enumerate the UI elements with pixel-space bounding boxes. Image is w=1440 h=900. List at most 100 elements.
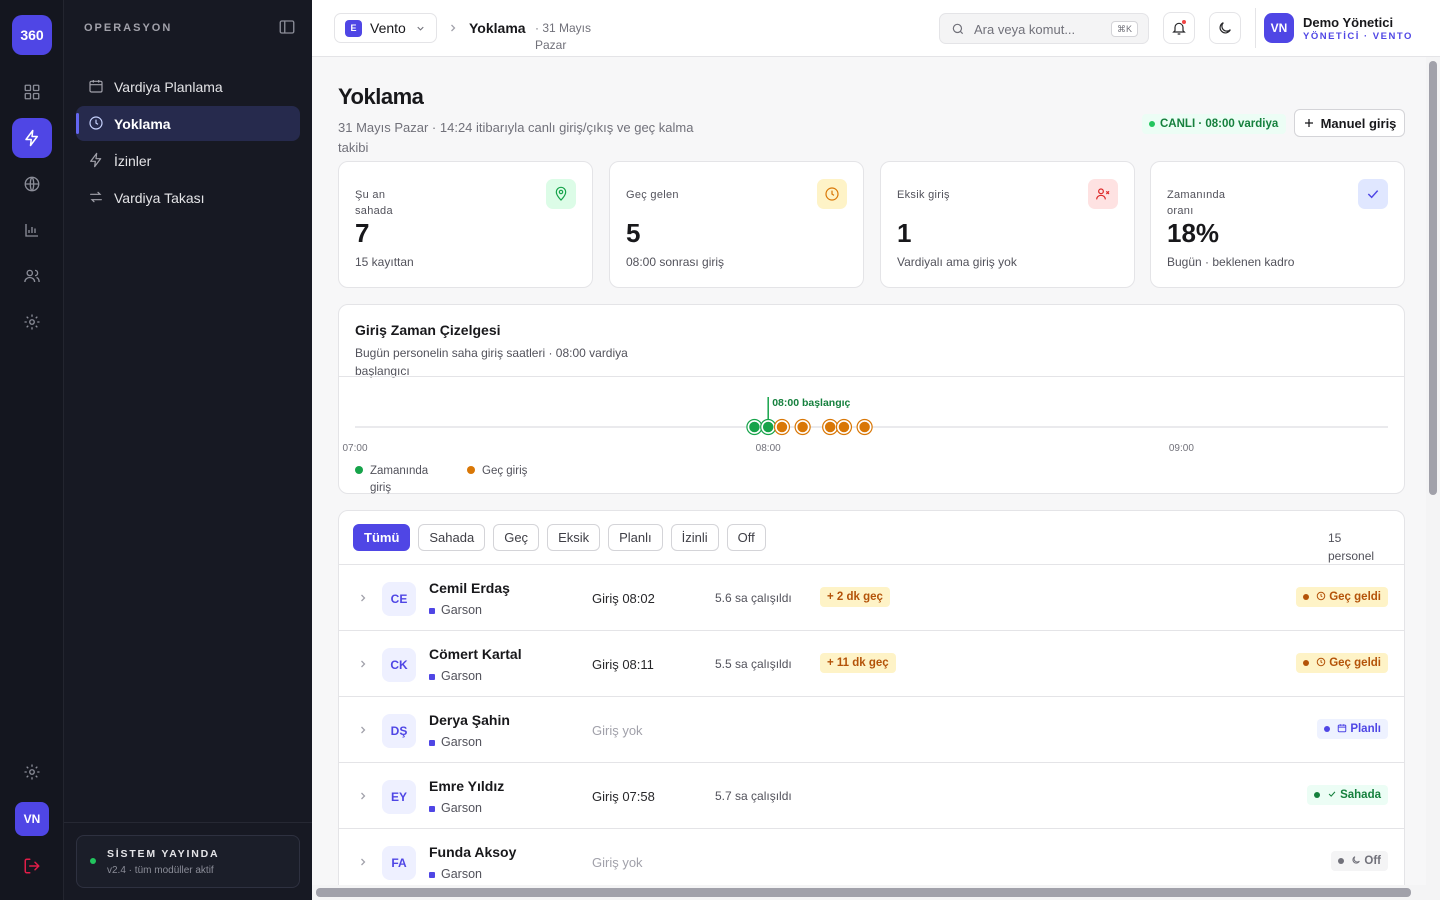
scroll-thumb[interactable] bbox=[316, 888, 1411, 897]
staff-name[interactable]: Cömert Kartal bbox=[429, 646, 522, 662]
filter-chip-late[interactable]: Geç bbox=[493, 524, 540, 551]
shift-start-label: 08:00 başlangıç bbox=[772, 397, 850, 409]
sidebar-item-izinler[interactable]: İzinler bbox=[76, 143, 300, 178]
globe-icon bbox=[24, 176, 40, 192]
table-row[interactable]: EY Emre Yıldız Garson Giriş 07:58 5.7 sa çal… bbox=[339, 763, 1404, 829]
scroll-thumb[interactable] bbox=[1429, 61, 1437, 495]
filter-chip-all[interactable]: Tümü bbox=[353, 524, 411, 551]
filter-chip-leave[interactable]: İzinli bbox=[670, 524, 719, 551]
settings-icon bbox=[24, 764, 40, 780]
sidebar-item-vardiya-planlama[interactable]: Vardiya Planlama bbox=[76, 69, 300, 104]
kpi-label: Geç gelen bbox=[626, 189, 679, 201]
status-badge: Geç geldi bbox=[1296, 653, 1388, 673]
staff-name[interactable]: Derya Şahin bbox=[429, 712, 510, 728]
chart-icon bbox=[25, 224, 38, 237]
kpi-value: 1 bbox=[897, 218, 912, 248]
manual-entry-button[interactable]: Manuel giriş bbox=[1294, 109, 1405, 137]
table-row[interactable]: FA Funda Aksoy Garson Giriş yok Off bbox=[339, 829, 1404, 895]
table-row[interactable]: CE Cemil Erdaş Garson Giriş 08:02 5.6 sa çal… bbox=[339, 565, 1404, 631]
sidebar-item-label: İzinler bbox=[114, 152, 152, 169]
staff-list: Tümü Sahada Geç Eksik Planlı İzinli Off … bbox=[338, 510, 1405, 900]
icon-rail: 360 VN bbox=[0, 0, 64, 900]
rail-operations-button[interactable] bbox=[12, 118, 52, 158]
worked-hours: 5.7 sa çalışıldı bbox=[715, 789, 792, 803]
kpi-icon-box bbox=[546, 179, 576, 209]
filter-chip-off[interactable]: Off bbox=[726, 524, 766, 551]
grid-icon bbox=[24, 84, 40, 100]
staff-name[interactable]: Emre Yıldız bbox=[429, 778, 505, 794]
late-badge: + 2 dk geç bbox=[820, 587, 890, 607]
bolt-icon bbox=[25, 129, 38, 147]
sidebar-section-title: OPERASYON bbox=[84, 22, 173, 34]
rail-bottom-settings-button[interactable] bbox=[12, 752, 52, 792]
filter-chip-on-site[interactable]: Sahada bbox=[418, 524, 486, 551]
kpi-sub: 15 kayıttan bbox=[355, 255, 414, 269]
chevron-right-icon[interactable] bbox=[357, 724, 369, 736]
horizontal-scrollbar[interactable] bbox=[312, 885, 1426, 900]
workspace-select[interactable]: E Vento bbox=[334, 13, 437, 43]
sidebar-collapse-icon[interactable] bbox=[278, 18, 296, 36]
user-avatar[interactable]: VN bbox=[1264, 13, 1294, 43]
rail-settings-button[interactable] bbox=[12, 302, 52, 342]
checkin-point[interactable] bbox=[774, 419, 790, 435]
rail-reports-button[interactable] bbox=[12, 210, 52, 250]
table-row[interactable]: CK Cömert Kartal Garson Giriş 08:11 5.5 sa ç… bbox=[339, 631, 1404, 697]
workspace-badge: E bbox=[345, 19, 362, 37]
location-icon bbox=[555, 186, 567, 201]
rail-grid-button[interactable] bbox=[12, 72, 52, 112]
legend-label: Geç giriş bbox=[482, 465, 528, 477]
avatar: EY bbox=[382, 780, 416, 814]
checkin-point[interactable] bbox=[822, 419, 838, 435]
chevron-right-icon[interactable] bbox=[357, 790, 369, 802]
search-input[interactable] bbox=[974, 20, 1104, 38]
chevron-right-icon[interactable] bbox=[357, 658, 369, 670]
vertical-scrollbar[interactable] bbox=[1426, 57, 1440, 900]
search-box[interactable]: ⌘K bbox=[939, 13, 1149, 44]
kpi-late: Geç gelen 5 08:00 sonrası giriş bbox=[609, 161, 864, 288]
calendar-icon bbox=[89, 80, 103, 93]
chevron-right-icon[interactable] bbox=[357, 592, 369, 604]
avatar: CE bbox=[382, 582, 416, 616]
kpi-icon-box bbox=[1088, 179, 1118, 209]
users-icon bbox=[24, 269, 40, 283]
checkin-point[interactable] bbox=[836, 419, 852, 435]
avatar: FA bbox=[382, 846, 416, 880]
checkin-point[interactable] bbox=[794, 419, 811, 435]
checkin-time: Giriş yok bbox=[592, 855, 643, 870]
rail-users-button[interactable] bbox=[12, 256, 52, 296]
check-icon bbox=[1328, 791, 1336, 797]
logout-button[interactable] bbox=[12, 846, 52, 886]
checkin-point[interactable] bbox=[760, 419, 776, 435]
kpi-sub: 08:00 sonrası giriş bbox=[626, 255, 725, 269]
chevron-right-icon[interactable] bbox=[357, 856, 369, 868]
search-shortcut: ⌘K bbox=[1110, 21, 1138, 37]
rail-globe-button[interactable] bbox=[12, 164, 52, 204]
app-logo[interactable]: 360 bbox=[12, 15, 52, 55]
table-row[interactable]: DŞ Derya Şahin Garson Giriş yok Planlı bbox=[339, 697, 1404, 763]
search-icon bbox=[952, 23, 964, 35]
sidebar-item-label: Vardiya Planlama bbox=[114, 78, 223, 95]
status-badge: Off bbox=[1331, 851, 1388, 871]
checkin-point[interactable] bbox=[746, 419, 763, 435]
sidebar-item-yoklama[interactable]: Yoklama bbox=[76, 106, 300, 141]
live-badge: CANLI · 08:00 vardiya bbox=[1142, 114, 1287, 134]
kpi-label: Zamanında oranı bbox=[1167, 189, 1226, 217]
user-name[interactable]: Demo Yönetici bbox=[1303, 15, 1394, 30]
page-subtitle: 31 Mayıs Pazar · 14:24 itibarıyla canlı … bbox=[338, 120, 694, 155]
timeline-tick-label: 09:00 bbox=[1169, 443, 1194, 454]
settings-icon bbox=[24, 314, 40, 330]
rail-avatar[interactable]: VN bbox=[15, 802, 49, 836]
sidebar-item-vardiya-takasi[interactable]: Vardiya Takası bbox=[76, 180, 300, 215]
checkin-point[interactable] bbox=[856, 419, 873, 435]
filter-chip-planned[interactable]: Planlı bbox=[608, 524, 663, 551]
notifications-button[interactable] bbox=[1163, 12, 1195, 44]
checkin-point-ring bbox=[856, 418, 873, 436]
topbar: E Vento Yoklama · 31 Mayıs Pazar ⌘K VN D… bbox=[312, 0, 1440, 57]
staff-name[interactable]: Funda Aksoy bbox=[429, 844, 517, 860]
kpi-on-site: Şu an sahada 7 15 kayıttan bbox=[338, 161, 593, 288]
staff-name[interactable]: Cemil Erdaş bbox=[429, 580, 510, 596]
timeline-subtitle: Bugün personelin saha giriş saatleri · 0… bbox=[355, 346, 628, 378]
theme-toggle-button[interactable] bbox=[1209, 12, 1241, 44]
sidebar-item-label: Yoklama bbox=[114, 115, 171, 132]
filter-chip-missing[interactable]: Eksik bbox=[547, 524, 601, 551]
